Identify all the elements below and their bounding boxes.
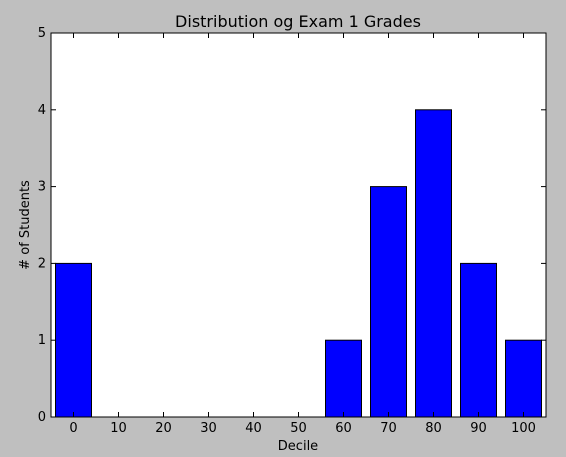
plot-frame	[50, 32, 547, 418]
y-tick-label: 2	[38, 256, 46, 271]
x-tick-label: 20	[155, 421, 172, 436]
x-tick-label: 70	[380, 421, 397, 436]
bar-70	[370, 186, 407, 418]
tick-labels-group: 0 10 20 30 40 50 60 70 80 90 100 0 1 2 3 4 5	[38, 26, 536, 436]
x-tick-label: 30	[200, 421, 217, 436]
x-tick-label: 10	[110, 421, 127, 436]
x-tick-label: 50	[290, 421, 307, 436]
ticks-group	[51, 32, 546, 418]
bar-80	[415, 109, 452, 418]
y-tick-label: 3	[38, 180, 46, 195]
x-axis-label: Decile	[278, 439, 318, 454]
bar-100	[505, 339, 542, 418]
x-tick-label: 40	[245, 421, 262, 436]
chart-title: Distribution og Exam 1 Grades	[175, 12, 421, 31]
x-tick-label: 0	[69, 421, 77, 436]
bars-group	[55, 109, 542, 418]
x-tick-label: 80	[425, 421, 442, 436]
x-tick-label: 60	[335, 421, 352, 436]
bar-0	[55, 262, 92, 418]
y-tick-label: 5	[38, 26, 46, 41]
y-tick-label: 0	[38, 410, 46, 425]
bar-60	[325, 339, 362, 418]
y-tick-label: 1	[38, 333, 46, 348]
y-tick-label: 4	[38, 103, 46, 118]
y-axis-label: # of Students	[18, 180, 33, 270]
x-tick-label: 100	[511, 421, 536, 436]
bar-90	[460, 262, 497, 418]
x-tick-label: 90	[470, 421, 487, 436]
